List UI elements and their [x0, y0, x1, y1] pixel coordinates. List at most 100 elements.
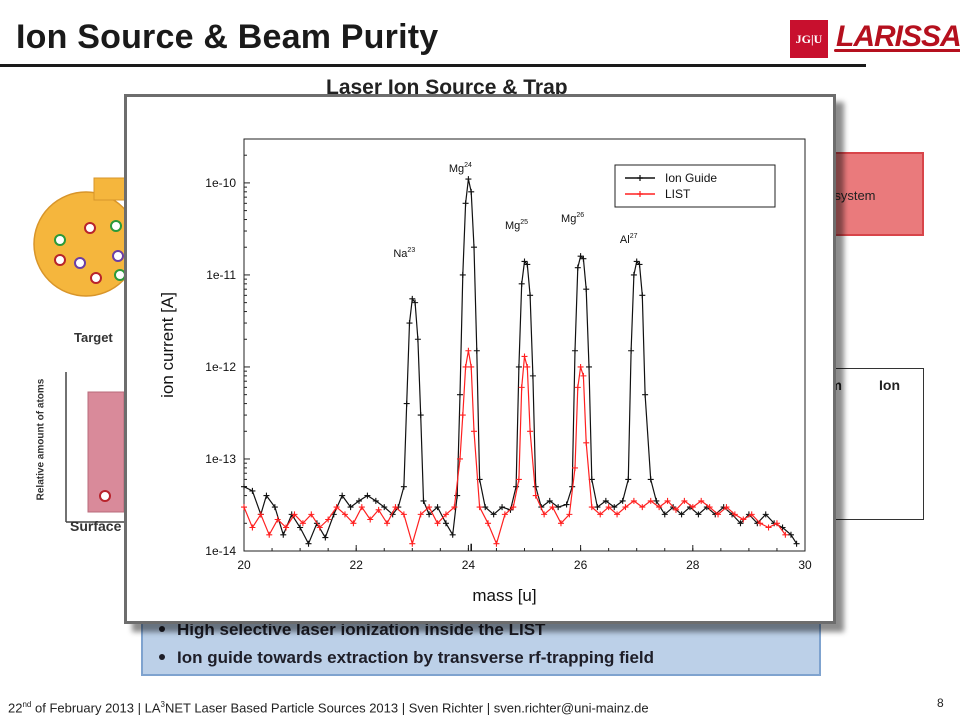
footer-text-1: of February 2013 | LA: [31, 700, 161, 716]
data-point: [299, 520, 306, 527]
data-point: [563, 501, 570, 508]
data-point: [614, 511, 621, 518]
page-number: 8: [937, 696, 944, 710]
data-point: [630, 497, 637, 504]
data-point: [241, 504, 247, 511]
data-point: [695, 511, 702, 518]
bullet-dot: [159, 653, 165, 660]
data-point: [271, 504, 278, 511]
surface-label: Surface: [70, 518, 122, 534]
data-point: [647, 476, 654, 483]
data-point: [322, 534, 329, 541]
data-point: [400, 511, 407, 518]
data-point: [274, 516, 281, 523]
data-point: [583, 286, 590, 293]
data-point: [375, 506, 382, 513]
data-point: [549, 504, 556, 511]
data-point: [639, 504, 646, 511]
data-point: [476, 504, 483, 511]
data-point: [372, 497, 379, 504]
data-point: [787, 531, 794, 538]
data-point: [664, 497, 671, 504]
data-point: [465, 176, 472, 183]
data-point: [449, 531, 456, 538]
data-point: [532, 483, 539, 490]
data-point: [381, 504, 388, 511]
data-point: [630, 271, 637, 278]
legend-label: Ion Guide: [665, 171, 717, 185]
footer-day: 22: [8, 700, 23, 716]
data-point: [434, 504, 441, 511]
data-point: [280, 531, 287, 538]
laser-system-label: rsystem: [830, 188, 876, 203]
data-point: [241, 483, 247, 490]
data-point: [515, 363, 522, 370]
data-point: [698, 497, 705, 504]
target-tab: [93, 177, 127, 201]
data-point: [625, 476, 632, 483]
data-point: [678, 511, 685, 518]
data-point: [283, 524, 290, 531]
legend-label: LIST: [665, 187, 691, 201]
legend-marker: [637, 191, 643, 197]
data-point: [532, 492, 539, 499]
data-point: [571, 347, 578, 354]
x-tick-label: 26: [574, 558, 588, 572]
peak-label: Mg26: [561, 212, 584, 225]
data-point: [524, 363, 531, 370]
data-point: [647, 497, 654, 504]
data-point: [510, 504, 517, 511]
data-point: [462, 363, 469, 370]
data-point: [482, 504, 489, 511]
y-tick-label: 1e-11: [206, 268, 236, 282]
data-point: [490, 511, 497, 518]
data-point: [420, 497, 427, 504]
data-point: [305, 540, 312, 547]
data-point: [459, 412, 466, 419]
mass-spectrum-chart: 20 22 24 26 28 30 1e-14 1e-13 1e-12 1e-11 1e-10 mas…: [158, 138, 812, 605]
data-point: [737, 520, 744, 527]
series-line-ion-guide: [244, 178, 798, 546]
data-point: [723, 504, 730, 511]
slide-title: Ion Source & Beam Purity: [16, 18, 439, 56]
data-point: [527, 292, 534, 299]
x-axis-label: mass [u]: [472, 586, 536, 605]
data-point: [341, 511, 348, 518]
data-point: [501, 511, 508, 518]
data-point: [605, 504, 612, 511]
data-point: [468, 363, 475, 370]
data-point: [588, 504, 595, 511]
data-point: [471, 244, 478, 251]
data-point: [471, 428, 478, 435]
data-point: [580, 372, 587, 379]
data-point: [586, 363, 593, 370]
data-point: [656, 504, 663, 511]
data-point: [636, 261, 643, 268]
footer-superscript: 3: [160, 700, 165, 709]
data-point: [356, 497, 363, 504]
data-point: [762, 511, 769, 518]
data-point: [642, 391, 649, 398]
data-point: [518, 384, 525, 391]
data-point: [715, 511, 722, 518]
data-point: [266, 531, 273, 538]
histogram-y-label: Relative amount of atoms: [35, 378, 47, 501]
data-point: [793, 540, 800, 547]
data-point: [681, 497, 688, 504]
data-point: [597, 511, 604, 518]
larissa-logo: LARISSA: [834, 20, 960, 53]
data-point: [639, 292, 646, 299]
y-tick-label: 1e-14: [205, 544, 236, 558]
target-label: Target: [74, 330, 113, 345]
bullet-item: High selective laser ionization inside t…: [159, 620, 545, 640]
data-point: [602, 497, 609, 504]
bullet-item: Ion guide towards extraction by transver…: [159, 648, 654, 668]
data-point: [633, 258, 640, 265]
bullet-text: High selective laser ionization inside t…: [177, 620, 546, 639]
data-point: [459, 271, 466, 278]
data-point: [409, 540, 416, 547]
data-point: [748, 511, 755, 518]
data-point: [583, 439, 590, 446]
data-point: [456, 391, 463, 398]
x-tick-label: 24: [462, 558, 476, 572]
